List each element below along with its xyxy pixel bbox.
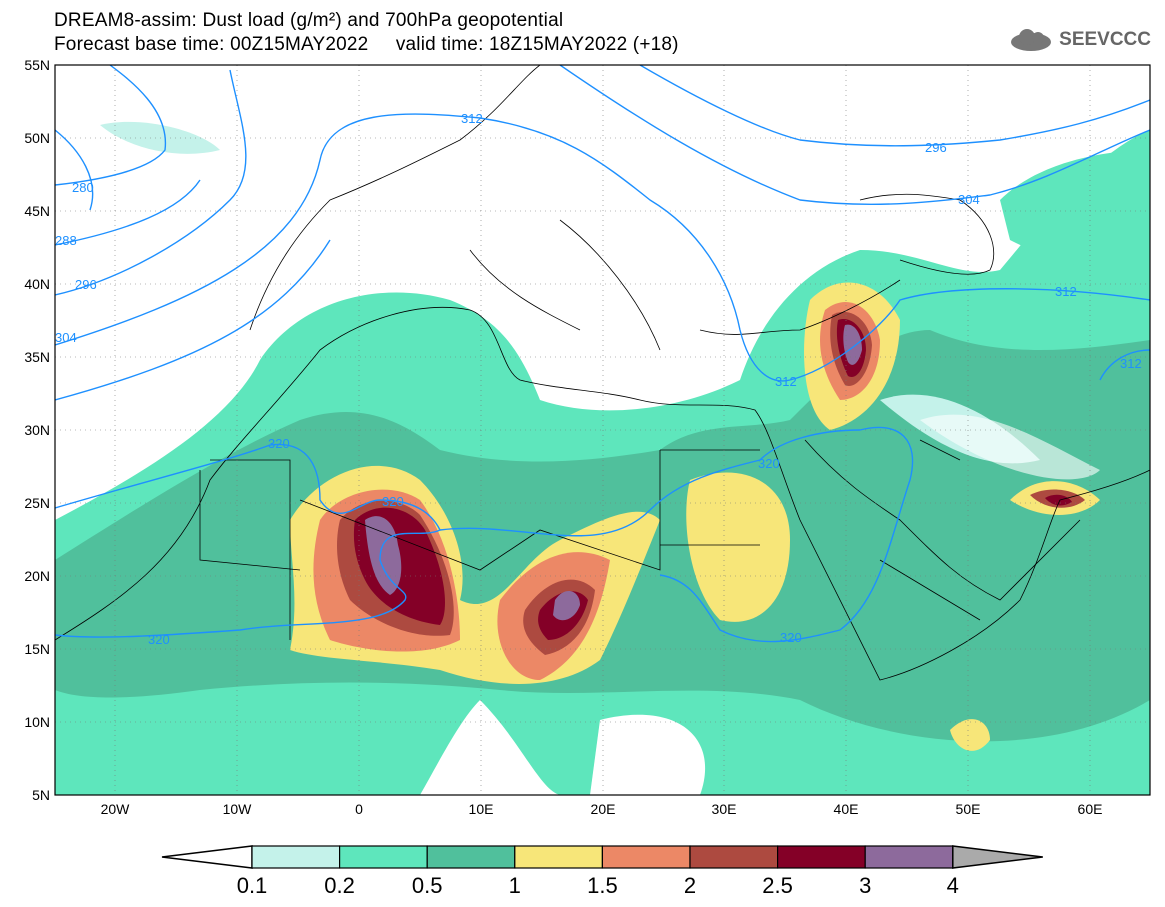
- colorbar-tick-label: 0.1: [237, 873, 268, 898]
- contour-labels: 312 280 288 296 304 296 304 312 312 312 …: [55, 111, 1142, 647]
- svg-text:50E: 50E: [956, 801, 981, 817]
- svg-text:320: 320: [382, 494, 404, 509]
- map-title: DREAM8-assim: Dust load (g/m²) and 700hP…: [54, 10, 564, 31]
- colorbar-high-arrow: [952, 845, 1043, 869]
- lon-labels: 20W 10W 0 10E 20E 30E 40E 50E 60E: [101, 801, 1103, 817]
- svg-text:312: 312: [775, 374, 797, 389]
- colorbar-tick-label: 3: [859, 873, 871, 898]
- colorbar-bin: [601, 845, 691, 869]
- svg-text:40E: 40E: [834, 801, 859, 817]
- svg-text:320: 320: [758, 456, 780, 471]
- colorbar-tick-label: 2.5: [762, 873, 793, 898]
- colorbar-tick-label: 1.5: [587, 873, 618, 898]
- colorbar-bin: [689, 845, 779, 869]
- colorbar-tick-label: 4: [947, 873, 959, 898]
- colorbar-bin: [251, 845, 341, 869]
- svg-text:20W: 20W: [101, 801, 131, 817]
- svg-text:280: 280: [72, 180, 94, 195]
- svg-text:45N: 45N: [24, 203, 50, 219]
- dust-high: [290, 282, 1100, 751]
- svg-text:288: 288: [55, 233, 77, 248]
- colorbar-tick-label: 0.2: [324, 873, 355, 898]
- colorbar-tick-label: 0.5: [412, 873, 443, 898]
- svg-text:10W: 10W: [223, 801, 253, 817]
- svg-text:60E: 60E: [1078, 801, 1103, 817]
- logo-text: SEEVCCC: [1059, 29, 1151, 50]
- cloud-icon: [1011, 29, 1052, 51]
- colorbar-tick-label: 2: [684, 873, 696, 898]
- svg-text:10N: 10N: [24, 714, 50, 730]
- svg-text:25N: 25N: [24, 495, 50, 511]
- svg-text:320: 320: [780, 630, 802, 645]
- svg-text:312: 312: [461, 111, 483, 126]
- colorbar-bin: [864, 845, 954, 869]
- svg-text:20N: 20N: [24, 568, 50, 584]
- svg-text:20E: 20E: [591, 801, 616, 817]
- lat-labels: 55N 50N 45N 40N 35N 30N 25N 20N 15N 10N 5N: [24, 57, 50, 803]
- svg-text:0: 0: [355, 801, 363, 817]
- svg-text:304: 304: [55, 330, 77, 345]
- svg-text:30N: 30N: [24, 422, 50, 438]
- svg-text:320: 320: [148, 632, 170, 647]
- colorbar-tick-label: 1: [509, 873, 521, 898]
- colorbar-bin: [514, 845, 603, 869]
- colorbar-bin: [339, 845, 428, 869]
- map-frame: [54, 64, 1151, 796]
- svg-text:312: 312: [1120, 356, 1142, 371]
- colorbar-low-arrow: [161, 845, 253, 869]
- svg-text:296: 296: [75, 277, 97, 292]
- svg-text:312: 312: [1055, 284, 1077, 299]
- svg-text:5N: 5N: [32, 787, 50, 803]
- svg-text:50N: 50N: [24, 130, 50, 146]
- svg-text:15N: 15N: [24, 641, 50, 657]
- svg-text:40N: 40N: [24, 276, 50, 292]
- forecast-time: Forecast base time: 00Z15MAY2022 valid t…: [54, 34, 679, 55]
- svg-text:55N: 55N: [24, 57, 50, 73]
- svg-text:320: 320: [268, 436, 290, 451]
- svg-text:296: 296: [925, 140, 947, 155]
- svg-text:304: 304: [958, 192, 980, 207]
- geopotential-contours: [55, 65, 1150, 643]
- svg-text:10E: 10E: [469, 801, 494, 817]
- colorbar: 0.1 0.2 0.5 1 1.5 2 2.5 3 4: [161, 845, 1043, 898]
- svg-text:35N: 35N: [24, 349, 50, 365]
- colorbar-bin: [426, 845, 516, 869]
- seevccc-logo: SEEVCCC: [1007, 27, 1151, 53]
- coastlines: [55, 65, 1150, 681]
- svg-text:30E: 30E: [712, 801, 737, 817]
- colorbar-bin: [776, 845, 866, 869]
